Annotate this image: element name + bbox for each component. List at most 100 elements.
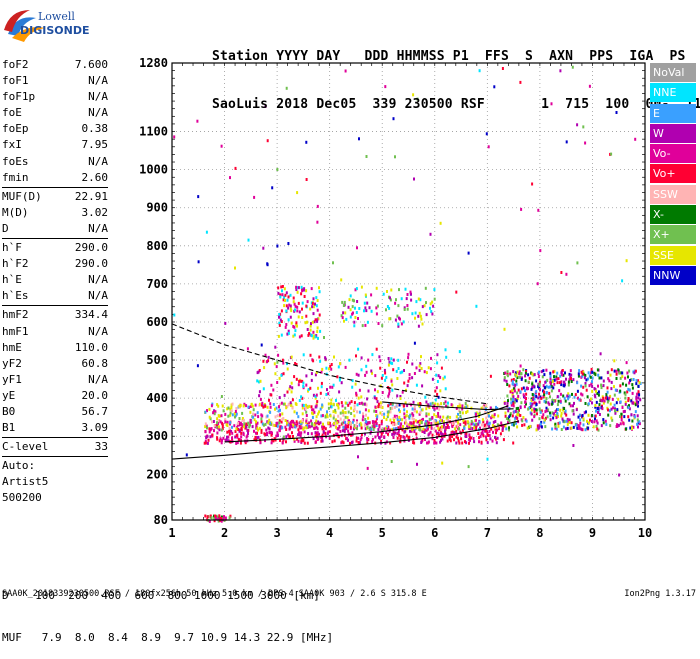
echo-point — [567, 383, 570, 387]
echo-point — [342, 413, 345, 417]
echo-point — [429, 417, 432, 421]
echo-point — [306, 424, 309, 428]
echo-point — [629, 426, 632, 430]
echo-point — [412, 420, 415, 424]
ionogram-chart: 1 2 3 4 5 6 7 8 9 1080200300400500600700800900100… — [139, 56, 652, 540]
echo-point — [563, 420, 566, 424]
y-tick-label: 800 — [146, 239, 168, 253]
echo-point — [374, 388, 376, 392]
echo-point — [634, 410, 637, 414]
echo-point — [287, 242, 290, 245]
echo-point — [523, 396, 526, 400]
echo-point — [314, 434, 317, 438]
echo-point — [237, 427, 239, 431]
echo-point — [380, 404, 383, 408]
echo-point — [375, 410, 378, 413]
echo-point — [216, 431, 219, 435]
echo-point — [441, 461, 444, 465]
echo-point — [358, 137, 360, 141]
echo-point — [514, 383, 517, 387]
echo-point — [593, 420, 596, 424]
echo-point — [403, 436, 406, 440]
echo-point — [508, 426, 510, 430]
echo-point — [381, 324, 384, 328]
echo-point — [442, 420, 445, 424]
echo-point — [445, 355, 448, 359]
echo-point — [500, 421, 503, 425]
echo-point — [495, 405, 497, 409]
echo-point — [597, 384, 599, 388]
echo-point — [351, 298, 354, 302]
echo-point — [413, 372, 416, 375]
echo-point — [551, 400, 554, 404]
echo-point — [405, 297, 408, 301]
echo-point — [554, 425, 557, 428]
echo-point — [315, 415, 318, 419]
echo-point — [366, 441, 369, 445]
y-tick-label: 400 — [146, 391, 168, 405]
echo-point — [353, 401, 356, 405]
echo-point — [404, 418, 407, 422]
echo-point — [572, 378, 575, 382]
echo-point — [415, 300, 418, 304]
echo-point — [268, 430, 271, 434]
echo-point — [511, 414, 514, 418]
echo-point — [268, 418, 271, 422]
echo-point — [620, 418, 623, 422]
echo-point — [431, 433, 434, 437]
echo-point — [549, 411, 551, 415]
echo-point — [495, 437, 497, 441]
echo-point — [258, 426, 261, 430]
echo-point — [635, 400, 638, 404]
echo-point — [524, 371, 527, 375]
echo-point — [429, 306, 431, 310]
echo-point — [360, 433, 363, 436]
echo-point — [322, 430, 325, 434]
echo-point — [256, 421, 259, 425]
echo-point — [487, 145, 490, 149]
echo-point — [622, 410, 625, 414]
echo-point — [450, 432, 453, 435]
echo-point — [282, 402, 285, 406]
echo-point — [475, 422, 478, 426]
echo-point — [433, 297, 436, 301]
echo-point — [321, 439, 324, 443]
echo-point — [213, 429, 215, 433]
echo-point — [364, 418, 367, 421]
echo-point — [598, 403, 601, 407]
echo-point — [305, 314, 308, 318]
echo-point — [229, 176, 231, 180]
echo-point — [478, 440, 480, 444]
echo-point — [356, 410, 359, 414]
echo-point — [486, 457, 489, 461]
echo-point — [383, 368, 386, 372]
echo-point — [471, 427, 474, 431]
echo-point — [485, 416, 488, 420]
echo-point — [406, 360, 408, 364]
echo-point — [447, 426, 450, 429]
echo-point — [406, 307, 409, 311]
echo-point — [403, 308, 406, 311]
echo-point — [397, 324, 400, 328]
echo-point — [444, 348, 447, 352]
echo-point — [320, 439, 323, 443]
echo-point — [279, 402, 282, 406]
echo-point — [335, 421, 338, 425]
echo-point — [401, 390, 404, 394]
echo-point — [377, 428, 380, 432]
param-row: yF2 60.8 — [2, 356, 108, 372]
echo-point — [312, 412, 315, 416]
echo-point — [426, 441, 428, 445]
echo-point — [584, 428, 587, 432]
echo-point — [543, 420, 546, 424]
echo-point — [424, 438, 426, 441]
echo-point — [412, 400, 415, 404]
echo-point — [565, 272, 568, 276]
echo-point — [431, 300, 434, 304]
echo-point — [234, 430, 237, 433]
echo-point — [429, 367, 432, 371]
echo-point — [301, 406, 304, 410]
echo-point — [258, 390, 261, 394]
echo-point — [560, 380, 563, 384]
echo-point — [316, 204, 319, 208]
